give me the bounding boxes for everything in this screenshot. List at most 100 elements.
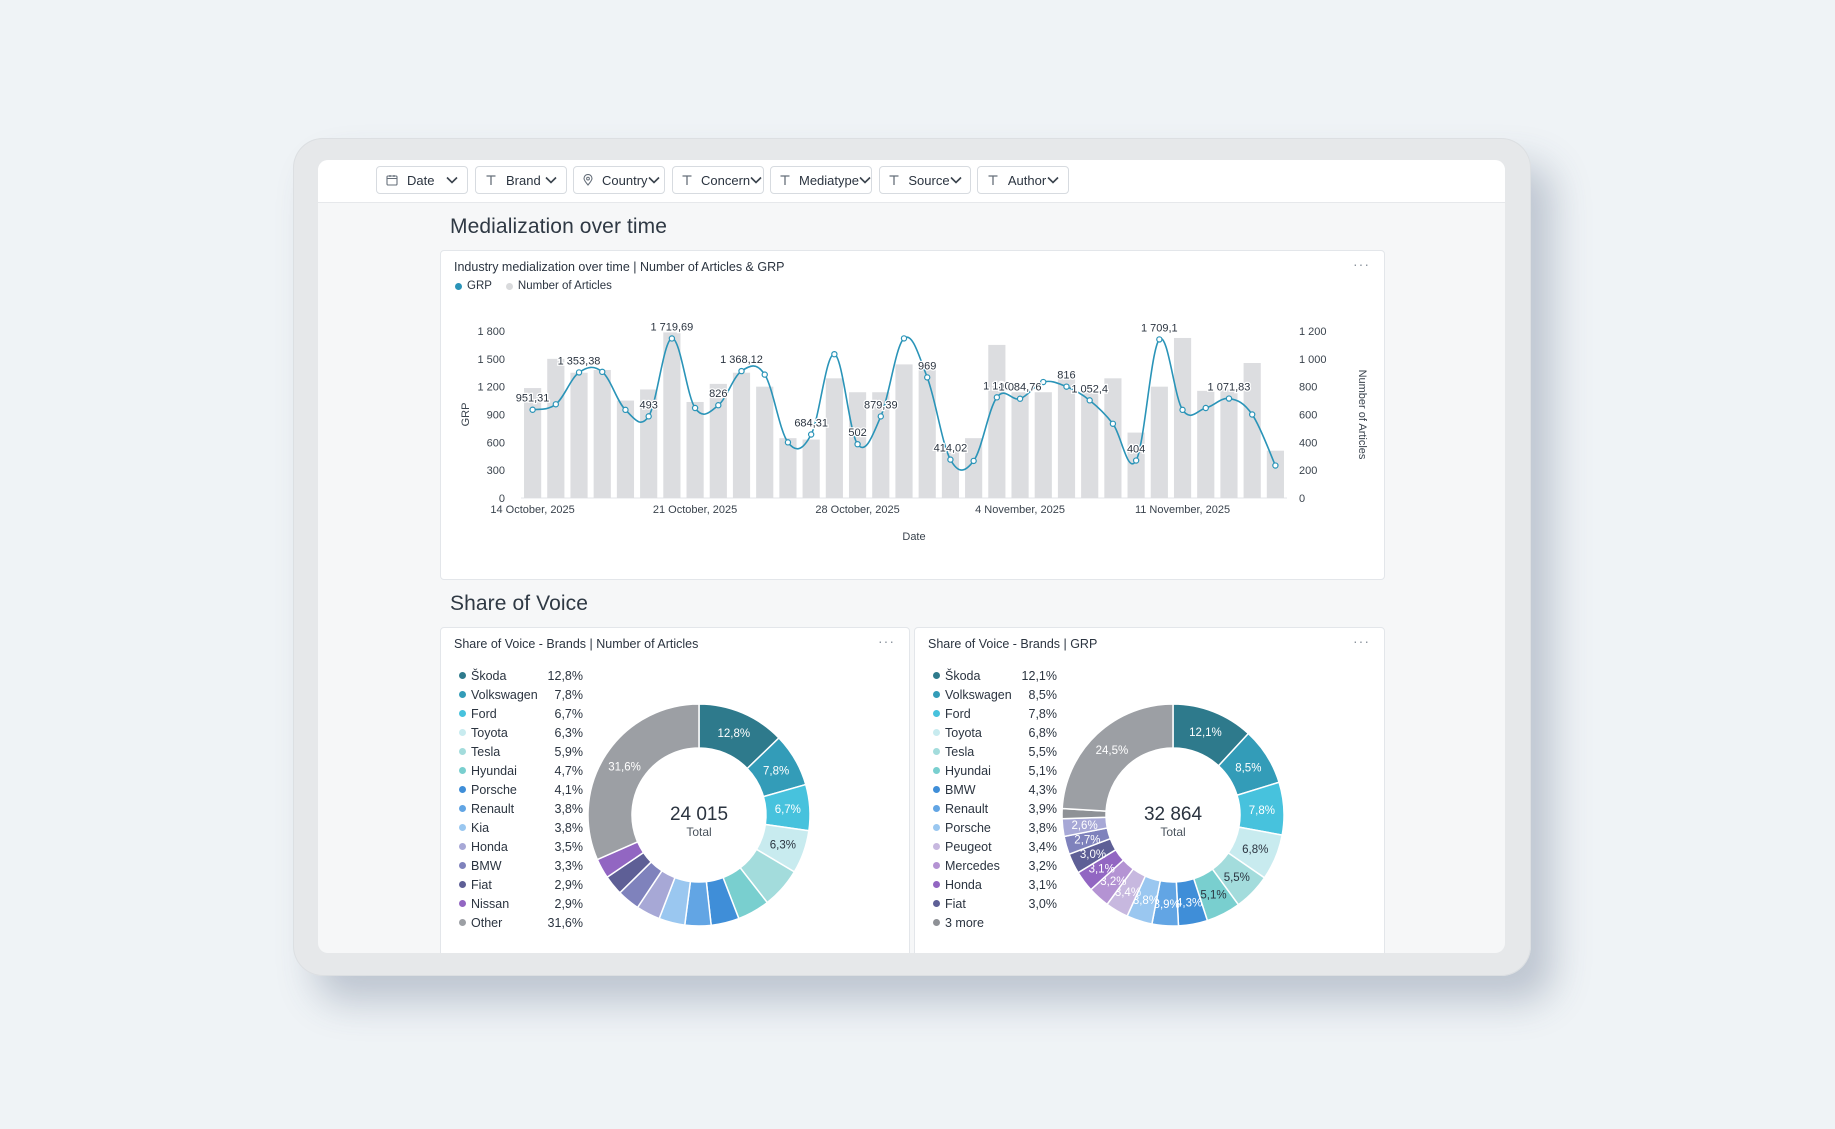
legend-item[interactable]: Other 31,6% (459, 913, 583, 932)
legend-item[interactable]: Toyota 6,8% (933, 723, 1057, 742)
article-bar[interactable] (1243, 363, 1261, 498)
donut-slice[interactable] (1061, 703, 1174, 812)
article-bar[interactable] (1220, 389, 1238, 498)
more-options-icon[interactable]: ··· (878, 633, 895, 649)
grp-point[interactable] (1225, 395, 1233, 402)
article-bar[interactable] (709, 383, 727, 498)
grp-point[interactable] (1272, 462, 1279, 469)
article-bar[interactable] (547, 358, 565, 498)
filter-source[interactable]: Source (879, 166, 971, 194)
article-bar[interactable] (593, 369, 611, 498)
article-bar[interactable] (570, 372, 588, 498)
grp-point[interactable] (900, 335, 908, 342)
grp-point[interactable] (645, 413, 652, 420)
grp-point[interactable] (1040, 378, 1047, 386)
grp-point[interactable] (691, 404, 699, 412)
grp-point[interactable] (924, 374, 931, 381)
chevron-down-icon[interactable] (859, 173, 871, 187)
legend-item[interactable]: Peugeot 3,4% (933, 837, 1057, 856)
chevron-down-icon[interactable] (647, 173, 660, 187)
grp-point[interactable] (575, 369, 583, 376)
legend-item[interactable]: Mercedes 3,2% (933, 856, 1057, 875)
article-bar[interactable] (1197, 390, 1215, 498)
donut-slice[interactable] (587, 703, 700, 861)
grp-point[interactable] (1248, 411, 1256, 418)
grp-point[interactable] (947, 456, 954, 463)
grp-point[interactable] (622, 406, 629, 414)
article-bar[interactable] (918, 364, 936, 498)
grp-point[interactable] (877, 413, 884, 420)
article-bar[interactable] (1127, 432, 1145, 498)
grp-point[interactable] (668, 335, 676, 342)
grp-point[interactable] (1156, 336, 1163, 343)
chevron-down-icon[interactable] (750, 173, 762, 187)
filter-date[interactable]: Date (376, 166, 468, 194)
legend-item[interactable]: Toyota 6,3% (459, 723, 583, 742)
article-bar[interactable] (756, 386, 774, 498)
filter-concern[interactable]: Concern (672, 166, 764, 194)
legend-item[interactable]: Hyundai 5,1% (933, 761, 1057, 780)
legend-item[interactable]: Ford 7,8% (933, 704, 1057, 723)
filter-mediatype[interactable]: Mediatype (770, 166, 872, 194)
article-bar[interactable] (1011, 392, 1029, 498)
chevron-down-icon[interactable] (445, 173, 459, 187)
article-bar[interactable] (1150, 386, 1168, 498)
legend-item[interactable]: BMW 4,3% (933, 780, 1057, 799)
article-bar[interactable] (1266, 450, 1284, 498)
legend-item[interactable]: Renault 3,8% (459, 799, 583, 818)
legend-item-grp[interactable]: GRP (455, 280, 492, 292)
grp-point[interactable] (784, 439, 792, 446)
legend-item[interactable]: Kia 3,8% (459, 818, 583, 837)
article-bar[interactable] (895, 364, 913, 498)
filter-country[interactable]: Country (573, 166, 665, 194)
legend-item[interactable]: Volkswagen 8,5% (933, 685, 1057, 704)
more-options-icon[interactable]: ··· (1353, 633, 1370, 649)
grp-point[interactable] (831, 350, 838, 358)
legend-item[interactable]: Tesla 5,9% (459, 742, 583, 761)
article-bar[interactable] (941, 450, 960, 498)
article-bar[interactable] (1057, 375, 1076, 498)
article-bar[interactable] (640, 389, 658, 498)
article-bar[interactable] (1104, 378, 1122, 498)
grp-point[interactable] (599, 368, 606, 376)
legend-item-articles[interactable]: Number of Articles (505, 280, 612, 292)
grp-point[interactable] (854, 440, 861, 448)
grp-point[interactable] (993, 394, 1001, 401)
more-options-icon[interactable]: ··· (1353, 256, 1370, 272)
article-bar[interactable] (1173, 337, 1192, 498)
article-bar[interactable] (1034, 392, 1052, 498)
legend-item[interactable]: Renault 3,9% (933, 799, 1057, 818)
article-bar[interactable] (663, 332, 681, 498)
legend-item[interactable]: Fiat 2,9% (459, 875, 583, 894)
legend-item[interactable]: Porsche 4,1% (459, 780, 583, 799)
legend-item[interactable]: Honda 3,1% (933, 875, 1057, 894)
legend-item[interactable]: Fiat 3,0% (933, 894, 1057, 913)
legend-item[interactable]: Nissan 2,9% (459, 894, 583, 913)
grp-point[interactable] (715, 402, 722, 409)
legend-item[interactable]: Honda 3,5% (459, 837, 583, 856)
chevron-down-icon[interactable] (544, 173, 558, 187)
grp-point[interactable] (1132, 457, 1140, 464)
grp-point[interactable] (1202, 404, 1209, 412)
article-bar[interactable] (802, 439, 820, 498)
legend-item[interactable]: Porsche 3,8% (933, 818, 1057, 837)
chevron-down-icon[interactable] (1046, 173, 1060, 187)
article-bar[interactable] (524, 388, 542, 498)
legend-item[interactable]: 3 more (933, 913, 1057, 932)
filter-brand[interactable]: Brand (475, 166, 567, 194)
article-bar[interactable] (616, 400, 635, 498)
legend-item[interactable]: Ford 6,7% (459, 704, 583, 723)
article-bar[interactable] (872, 392, 890, 498)
grp-point[interactable] (1063, 383, 1070, 390)
grp-point[interactable] (1086, 397, 1093, 404)
grp-point[interactable] (529, 406, 536, 413)
legend-item[interactable]: Škoda 12,1% (933, 666, 1057, 685)
grp-point[interactable] (761, 371, 768, 378)
grp-point[interactable] (1109, 420, 1117, 427)
grp-point[interactable] (552, 401, 560, 408)
article-bar[interactable] (732, 372, 751, 498)
article-bar[interactable] (1081, 392, 1099, 498)
legend-item[interactable]: Tesla 5,5% (933, 742, 1057, 761)
legend-item[interactable]: Škoda 12,8% (459, 666, 583, 685)
grp-point[interactable] (970, 457, 977, 465)
